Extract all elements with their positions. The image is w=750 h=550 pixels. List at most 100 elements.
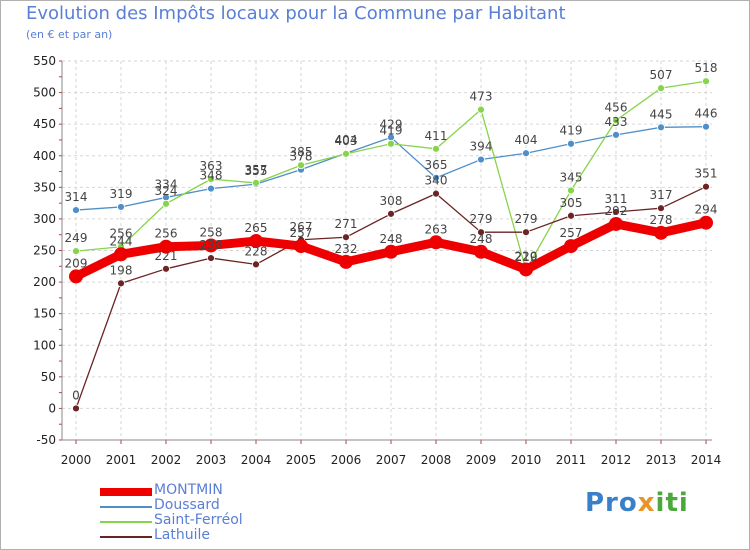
data-label: 311	[605, 192, 628, 206]
data-label: 419	[380, 124, 403, 138]
data-label: 334	[155, 177, 178, 191]
data-label: 221	[155, 249, 178, 263]
y-tick-label: 500	[33, 86, 56, 100]
data-label: 340	[425, 174, 448, 188]
data-point	[609, 216, 623, 231]
data-label: 324	[155, 184, 178, 198]
data-label: 357	[245, 163, 268, 177]
data-label: 433	[605, 115, 628, 129]
data-label: 518	[695, 61, 718, 75]
x-tick-label: 2008	[421, 453, 452, 467]
data-point	[384, 244, 398, 259]
x-tick-label: 2000	[61, 453, 92, 467]
y-tick-label: 0	[48, 401, 56, 415]
data-label: 456	[605, 100, 628, 114]
x-tick-label: 2002	[151, 453, 182, 467]
data-label: 228	[245, 244, 268, 258]
data-label: 219	[515, 250, 538, 264]
data-label: 232	[335, 242, 358, 256]
data-point	[429, 235, 443, 250]
data-point	[387, 209, 395, 218]
legend-swatch	[100, 536, 152, 538]
data-point	[207, 175, 215, 184]
data-label: 258	[200, 225, 223, 239]
x-tick-label: 2014	[691, 453, 722, 467]
data-point	[519, 262, 533, 277]
data-point	[117, 203, 125, 211]
y-tick-label: 150	[33, 307, 56, 321]
data-label: 265	[245, 221, 268, 235]
data-label: 305	[560, 196, 583, 210]
data-label: 507	[650, 68, 673, 82]
data-label: 249	[65, 231, 88, 245]
data-point	[564, 239, 578, 254]
data-label: 294	[695, 203, 718, 217]
data-point	[699, 215, 713, 230]
data-point	[72, 247, 80, 256]
data-point	[522, 228, 530, 237]
y-tick-label: 400	[33, 149, 56, 163]
y-tick-label: 200	[33, 275, 56, 289]
data-label: 267	[290, 220, 313, 234]
data-label: 0	[72, 388, 80, 402]
data-label: 248	[380, 232, 403, 246]
data-point	[117, 279, 125, 288]
data-label: 198	[110, 263, 133, 277]
x-tick-label: 2011	[556, 453, 587, 467]
y-tick-label: 100	[33, 338, 56, 352]
x-tick-label: 2001	[106, 453, 137, 467]
legend-swatch	[100, 521, 152, 523]
data-label: 345	[560, 170, 583, 184]
data-label: 446	[695, 107, 718, 121]
data-point	[432, 189, 440, 198]
data-point	[207, 184, 215, 193]
legend-label: Saint-Ferréol	[154, 512, 243, 528]
data-label: 314	[65, 190, 88, 204]
data-label: 256	[155, 227, 178, 241]
data-point	[294, 239, 308, 254]
data-point	[114, 247, 128, 262]
chart-title: Evolution des Impôts locaux pour la Comm…	[26, 3, 566, 24]
y-tick-label: 250	[33, 244, 56, 258]
data-label: 419	[560, 124, 583, 138]
data-point	[432, 173, 440, 182]
data-point	[207, 254, 215, 262]
proxiti-logo: Proxiti	[585, 488, 689, 518]
x-tick-label: 2010	[511, 453, 542, 467]
data-label: 257	[290, 226, 313, 240]
data-label: 279	[470, 212, 493, 226]
data-label: 385	[290, 145, 313, 159]
data-point	[342, 149, 350, 158]
x-tick-label: 2004	[241, 453, 272, 467]
data-point	[342, 233, 350, 242]
data-label: 355	[245, 164, 268, 178]
y-tick-label: 50	[41, 370, 56, 384]
data-point	[612, 116, 620, 125]
data-label: 308	[380, 194, 403, 208]
legend-label: Doussard	[154, 497, 220, 513]
data-point	[702, 182, 710, 191]
data-label: 403	[335, 134, 358, 148]
data-point	[612, 208, 620, 216]
data-point	[432, 144, 440, 153]
legend-swatch	[100, 506, 152, 508]
data-point	[477, 228, 485, 237]
data-point	[612, 131, 620, 139]
data-label: 351	[695, 167, 718, 181]
x-tick-label: 2007	[376, 453, 407, 467]
data-point	[72, 404, 80, 413]
data-point	[657, 123, 665, 132]
y-tick-label: 300	[33, 212, 56, 226]
data-label: 445	[650, 107, 673, 121]
legend-label: Lathuile	[154, 527, 211, 543]
data-point	[657, 84, 665, 93]
data-label: 363	[200, 159, 223, 173]
data-label: 248	[470, 232, 493, 246]
data-label: 257	[560, 226, 583, 240]
data-label: 256	[110, 227, 133, 241]
data-point	[297, 161, 305, 170]
data-point	[567, 139, 575, 148]
data-point	[249, 234, 263, 249]
data-label: 278	[650, 213, 673, 227]
